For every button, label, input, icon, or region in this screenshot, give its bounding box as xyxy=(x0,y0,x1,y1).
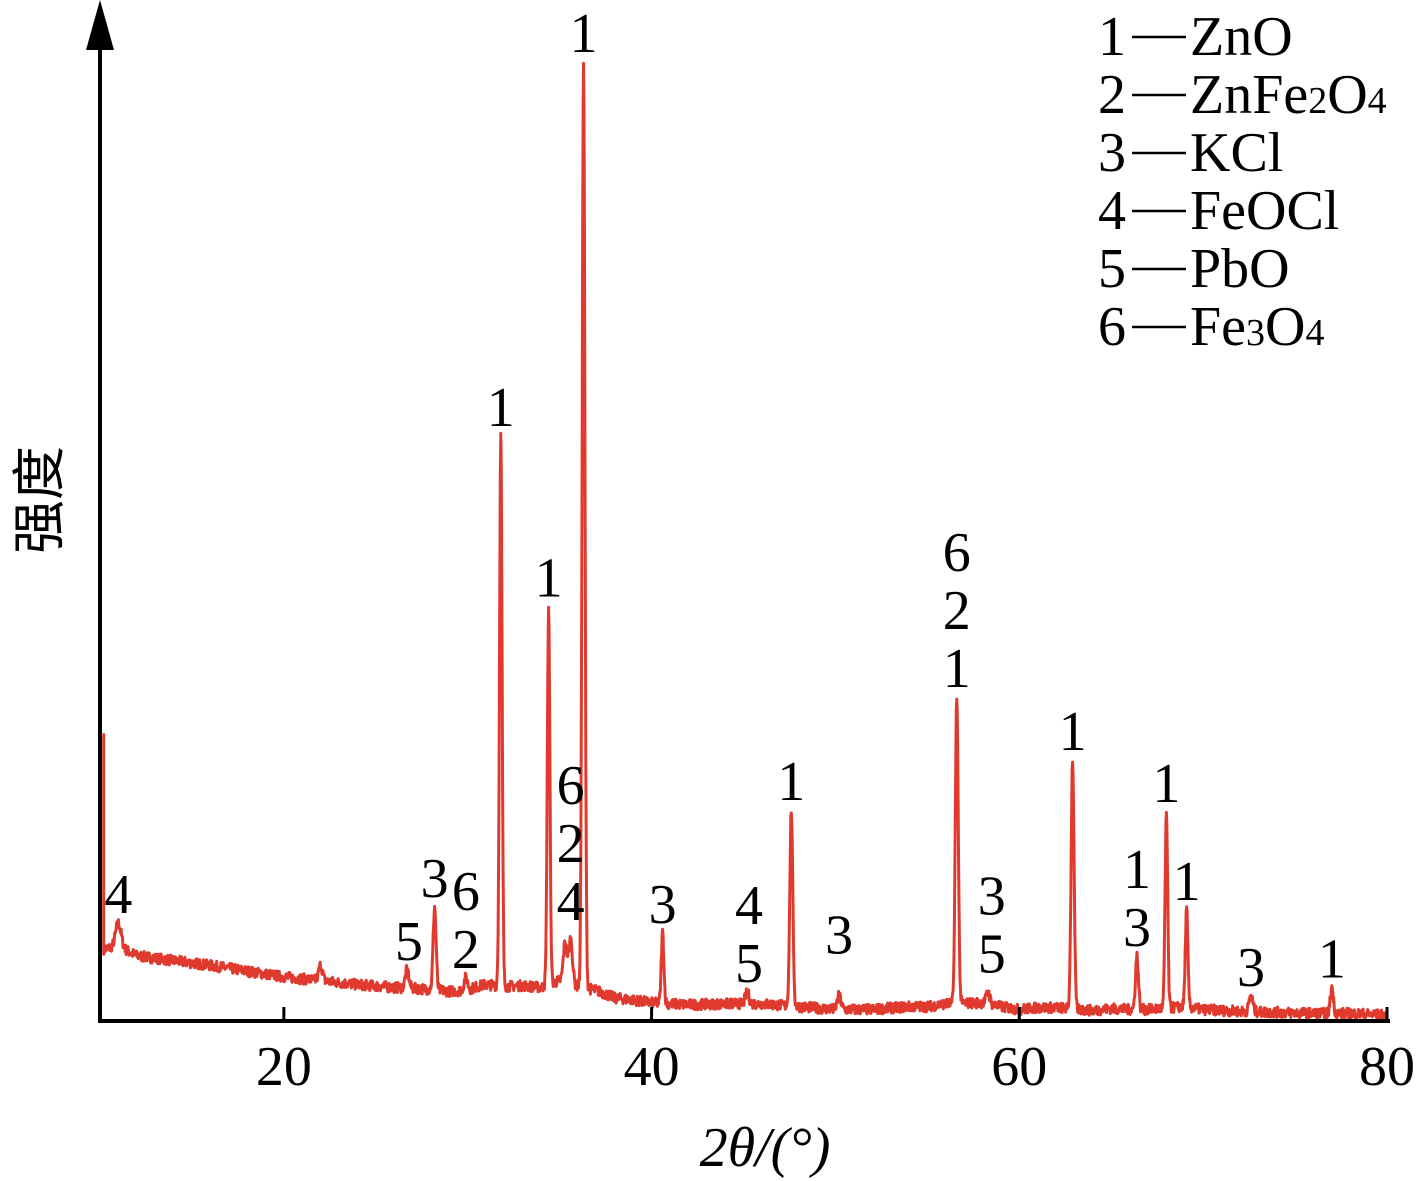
peak-label: 1 xyxy=(535,548,563,610)
peak-label: 3 xyxy=(1123,897,1151,959)
peak-label: 3 xyxy=(825,904,853,966)
peak-label: 2 xyxy=(452,919,480,981)
legend-entry: 4 FeOCl xyxy=(1098,180,1339,242)
legend-subscript: 3 xyxy=(1246,312,1265,354)
legend-text: PbO xyxy=(1190,238,1290,300)
legend-entry: 6 Fe3O4 xyxy=(1098,296,1324,358)
peak-label: 1 xyxy=(777,751,805,813)
legend-entry: 1 ZnO xyxy=(1098,6,1293,68)
peak-label: 6 xyxy=(557,755,585,817)
peak-label: 3 xyxy=(649,874,677,936)
peak-label: 1 xyxy=(487,377,515,439)
legend-text: ZnFe xyxy=(1190,64,1308,126)
legend-entry-name: ZnFe2O4 xyxy=(1190,64,1387,126)
legend-entry-id: 4 xyxy=(1098,180,1126,242)
x-tick-label: 40 xyxy=(624,1036,680,1098)
legend-subscript: 4 xyxy=(1305,312,1324,354)
peak-label: 1 xyxy=(1123,839,1151,901)
legend-entry-id: 2 xyxy=(1098,64,1126,126)
legend-subscript: 2 xyxy=(1308,80,1327,122)
legend-entry-id: 1 xyxy=(1098,6,1126,68)
axes xyxy=(86,0,1390,1023)
peak-label: 1 xyxy=(570,3,598,65)
legend-entry: 3 KCl xyxy=(1098,122,1283,184)
legend-entry: 5 PbO xyxy=(1098,238,1290,300)
legend-entry-id: 3 xyxy=(1098,122,1126,184)
legend-entry-name: Fe3O4 xyxy=(1190,296,1324,358)
series-group xyxy=(102,61,1389,1021)
peak-label: 2 xyxy=(943,580,971,642)
peak-label: 6 xyxy=(452,861,480,923)
peak-label: 6 xyxy=(943,522,971,584)
legend-entry-name: FeOCl xyxy=(1190,180,1339,242)
peak-label: 3 xyxy=(978,866,1006,928)
legend-text: ZnO xyxy=(1190,6,1293,68)
x-tick-label: 80 xyxy=(1359,1036,1415,1098)
legend-text: Fe xyxy=(1190,296,1246,358)
legend-entry: 2 ZnFe2O4 xyxy=(1098,64,1387,126)
x-tick-label: 60 xyxy=(991,1036,1047,1098)
y-axis-arrow xyxy=(86,0,114,50)
peak-label: 4 xyxy=(104,864,132,926)
peak-label: 4 xyxy=(735,875,763,937)
peak-label: 3 xyxy=(1237,937,1265,999)
x-tick-label: 20 xyxy=(256,1036,312,1098)
peak-label: 4 xyxy=(557,871,585,933)
legend-text: KCl xyxy=(1190,122,1283,184)
peak-label: 1 xyxy=(1318,928,1346,990)
legend-entry-name: ZnO xyxy=(1190,6,1293,68)
peak-label: 1 xyxy=(943,638,971,700)
legend-entry-id: 6 xyxy=(1098,296,1126,358)
legend-text: O xyxy=(1327,64,1367,126)
peak-label: 3 xyxy=(421,848,449,910)
legend-text: O xyxy=(1265,296,1305,358)
legend-entry-name: KCl xyxy=(1190,122,1283,184)
peak-label: 5 xyxy=(978,924,1006,986)
xrd-series-line xyxy=(102,61,1389,1021)
legend-entry-name: PbO xyxy=(1190,238,1290,300)
peak-label: 2 xyxy=(557,813,585,875)
peak-label: 1 xyxy=(1152,753,1180,815)
legend-entry-id: 5 xyxy=(1098,238,1126,300)
peak-label: 1 xyxy=(1173,851,1201,913)
peak-label: 5 xyxy=(395,911,423,973)
y-axis-label: 强度 xyxy=(8,446,71,554)
x-ticks: 20 40 60 80 xyxy=(256,1007,1415,1098)
legend-text: FeOCl xyxy=(1190,180,1339,242)
legend-subscript: 4 xyxy=(1368,80,1387,122)
x-axis-label: 2θ/(°) xyxy=(700,1117,831,1179)
peak-label: 5 xyxy=(735,933,763,995)
peak-label: 1 xyxy=(1059,701,1087,763)
